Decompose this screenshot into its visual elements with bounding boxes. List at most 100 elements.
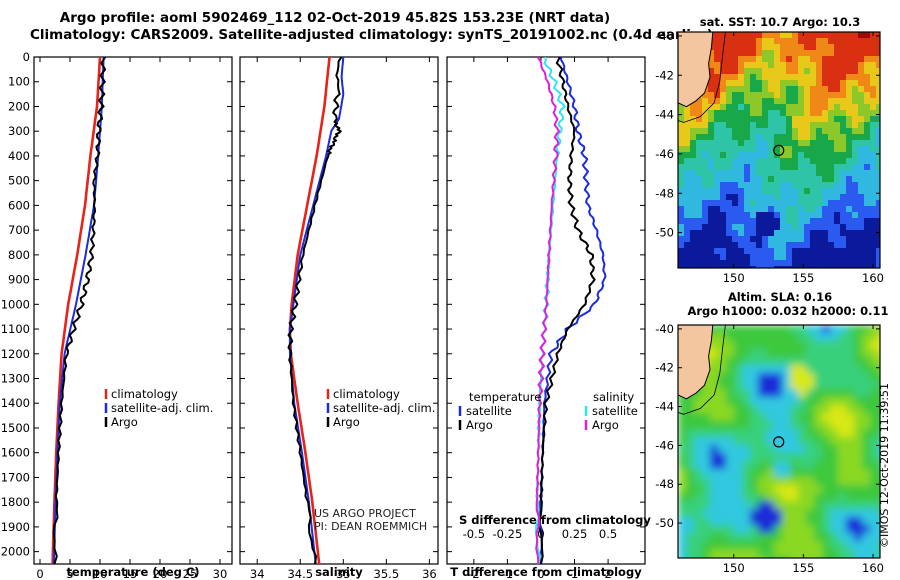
sla-map-cell	[694, 493, 703, 502]
sla-map-cell	[678, 405, 687, 414]
sst-map-cell	[846, 182, 853, 189]
sst-map-cell	[702, 254, 709, 261]
sst-map-cell	[768, 110, 775, 117]
sst-map-cell	[678, 176, 685, 183]
sst-map-cell	[756, 260, 763, 267]
sst-map-cell	[702, 146, 709, 153]
legend-label: Argo	[592, 418, 619, 432]
sla-map-cell	[854, 469, 863, 478]
sla-map-float-marker	[773, 436, 785, 448]
sla-map-cell	[766, 389, 775, 398]
sst-map-cell	[828, 254, 835, 261]
sla-map-cell	[742, 349, 751, 358]
sla-map-cell	[782, 437, 791, 446]
sst-map-cell	[762, 44, 769, 51]
sst-map-cell	[852, 50, 859, 57]
sst-map-cell	[768, 128, 775, 135]
sst-map-cell	[816, 182, 823, 189]
sst-map-cell	[840, 92, 847, 99]
sst-map-cell	[720, 122, 727, 129]
sst-map-cell	[744, 260, 751, 267]
sst-map-cell	[846, 146, 853, 153]
sst-map-cell	[810, 194, 817, 201]
sla-map-cell	[718, 453, 727, 462]
sst-map-cell	[744, 188, 751, 195]
sst-map-cell	[846, 218, 853, 225]
legend-label: Argo	[111, 415, 138, 429]
sst-map-cell	[876, 254, 880, 261]
sla-map-cell	[750, 413, 759, 422]
sla-map-cell	[846, 477, 855, 486]
sla-map-cell	[798, 477, 807, 486]
sla-map-cell	[766, 469, 775, 478]
sst-map-cell	[816, 176, 823, 183]
sla-map-cell	[854, 373, 863, 382]
sst-map-cell	[774, 194, 781, 201]
sla-map-cell	[766, 341, 775, 350]
sla-map-cell	[758, 485, 767, 494]
sla-map-cell	[734, 365, 743, 374]
sst-map-cell	[876, 158, 880, 165]
sst-map-cell	[720, 74, 727, 81]
sst-map-cell	[732, 32, 739, 39]
x-tick-label: 1	[571, 567, 578, 580]
sst-map-cell	[714, 122, 721, 129]
sst-map-cell	[690, 236, 697, 243]
credit-line1: US ARGO PROJECT	[314, 507, 416, 520]
sla-map-cell	[766, 421, 775, 430]
sla-map-cell	[814, 365, 823, 374]
sla-map-cell	[798, 437, 807, 446]
sst-map-cell	[870, 242, 877, 249]
sst-map-cell	[846, 230, 853, 237]
sst-map-cell	[708, 50, 715, 57]
sla-map-cell	[710, 517, 719, 526]
sst-map-cell	[732, 116, 739, 123]
sla-map-cell	[854, 549, 863, 558]
sst-map-cell	[822, 230, 829, 237]
sst-map-cell	[852, 266, 859, 268]
sla-map-cell	[718, 517, 727, 526]
sst-map-cell	[834, 224, 841, 231]
sla-map-cell	[694, 429, 703, 438]
sla-map-cell	[878, 501, 880, 510]
sla-map-cell	[766, 325, 775, 334]
sst-map-cell	[852, 80, 859, 87]
sla-map-cell	[798, 333, 807, 342]
sst-map-cell	[876, 146, 880, 153]
sst-map-cell	[750, 182, 757, 189]
top-tick-label: -0.5	[463, 527, 485, 541]
sla-map-cell	[822, 453, 831, 462]
sst-map-cell	[852, 176, 859, 183]
sst-map-cell	[816, 32, 823, 39]
sst-map-cell	[852, 62, 859, 69]
sla-map-cell	[822, 357, 831, 366]
sst-map-cell	[762, 74, 769, 81]
sst-map-cell	[702, 182, 709, 189]
sst-map-cell	[804, 128, 811, 135]
sla-map-cell	[862, 349, 871, 358]
sla-map-cell	[766, 445, 775, 454]
sst-map-cell	[816, 254, 823, 261]
sla-map-cell	[766, 349, 775, 358]
sst-map-cell	[798, 122, 805, 129]
sla-map-cell	[742, 333, 751, 342]
sst-map-cell	[804, 188, 811, 195]
sst-map-cell	[804, 122, 811, 129]
sst-map-cell	[708, 224, 715, 231]
sst-map-cell	[720, 218, 727, 225]
sst-map-cell	[798, 248, 805, 255]
sla-map-cell	[822, 421, 831, 430]
sst-map-cell	[792, 134, 799, 141]
sst-map-cell	[708, 260, 715, 267]
sst-map-cell	[852, 110, 859, 117]
sst-map-cell	[846, 176, 853, 183]
sla-map-cell	[814, 413, 823, 422]
sst-map-cell	[876, 260, 880, 267]
y-tick-label: 200	[8, 99, 30, 113]
sla-map-cell	[870, 485, 879, 494]
sla-map-cell	[766, 517, 775, 526]
sst-map-cell	[774, 56, 781, 63]
sla-map-cell	[806, 509, 815, 518]
sst-map-cell	[858, 206, 865, 213]
sst-map-cell	[828, 188, 835, 195]
